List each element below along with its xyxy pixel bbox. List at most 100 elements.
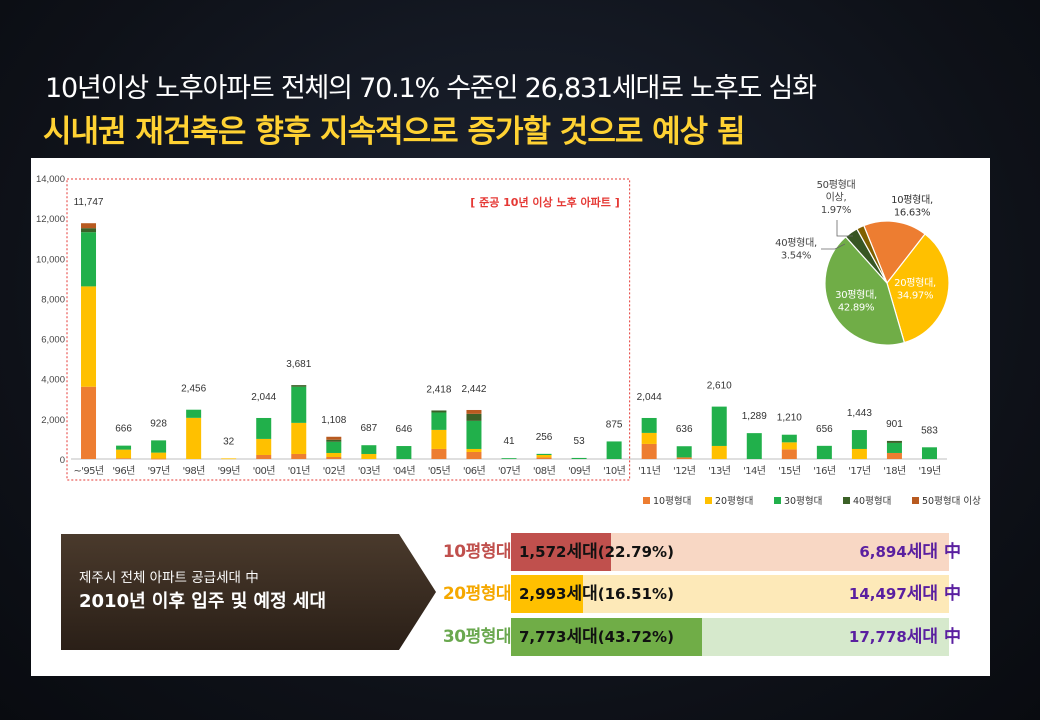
hbar-value-percent: (43.72%) xyxy=(597,628,674,646)
hbar-value-percent: (16.51%) xyxy=(597,585,674,603)
bar-segment xyxy=(606,441,622,459)
x-tick-label: '11년 xyxy=(638,465,661,477)
bar-total-label: 1,108 xyxy=(321,415,346,426)
x-tick-label: '00년 xyxy=(253,465,276,477)
bar-segment xyxy=(466,413,482,421)
bar-segment xyxy=(851,430,867,449)
bar-total-label: 2,442 xyxy=(461,384,486,395)
hbar-value-unit: 세대 xyxy=(566,627,598,647)
x-tick-label: '12년 xyxy=(673,465,696,477)
x-tick-label: '19년 xyxy=(918,465,941,477)
bar-total-label: 41 xyxy=(503,436,515,447)
pie-leader-line xyxy=(836,220,853,237)
hbar-total-number: 6,894 xyxy=(859,543,907,561)
bar-segment xyxy=(116,445,132,450)
legend-swatch xyxy=(843,497,850,504)
bar-segment xyxy=(711,406,727,446)
bar-segment xyxy=(431,429,447,449)
bar-segment xyxy=(571,457,587,459)
bar-segment xyxy=(641,443,657,459)
chart-panel: 0 2,000 4,000 6,000 8,000 10,000 12,000 14,000 1… xyxy=(31,158,990,676)
pie-label: 30평형대, xyxy=(835,289,877,301)
bar-segment xyxy=(81,286,97,387)
y-tick-label: 10,000 xyxy=(36,254,65,265)
bar-total-label: 11,747 xyxy=(74,197,104,208)
bar-segment xyxy=(361,453,377,459)
x-tick-label: '99년 xyxy=(218,465,241,477)
bar-segment xyxy=(711,445,727,459)
bar-segment xyxy=(466,409,482,414)
bar-segment xyxy=(151,440,167,453)
hbar-row: 10평형대 1,572세대(22.79%) 6,894세대 中 xyxy=(31,533,961,571)
pie-slice xyxy=(856,224,888,284)
bar-segment xyxy=(886,452,902,459)
bar-segment xyxy=(746,433,762,459)
hbar-value-percent: (22.79%) xyxy=(597,543,674,561)
bar-segment xyxy=(81,386,97,459)
pie-label: 16.63% xyxy=(894,208,930,219)
hbar-value-number: 2,993 xyxy=(519,585,567,603)
x-tick-label: '08년 xyxy=(533,465,556,477)
hbar-track xyxy=(511,575,949,613)
bar-total-label: 3,681 xyxy=(286,359,311,370)
hbar-value: 7,773세대(43.72%) xyxy=(519,618,674,656)
y-tick-label: 4,000 xyxy=(41,375,65,386)
highlight-box xyxy=(66,178,631,481)
bar-segment xyxy=(536,454,552,458)
bar-segment xyxy=(781,449,797,459)
bar-total-label: 901 xyxy=(886,419,903,430)
bar-total-label: 875 xyxy=(606,419,623,430)
bar-total-label: 2,418 xyxy=(426,384,451,395)
bar-segment xyxy=(116,449,132,459)
bar-segment xyxy=(256,454,272,459)
bar-segment xyxy=(116,458,132,459)
x-tick-label: '09년 xyxy=(568,465,591,477)
legend-label: 20평형대 xyxy=(715,496,753,507)
y-tick-label: 0 xyxy=(60,455,65,466)
hbar-total: 14,497세대 中 xyxy=(701,575,961,613)
bar-segment xyxy=(186,409,202,418)
bar-segment xyxy=(256,417,272,439)
bar-segment xyxy=(536,457,552,459)
hbar-row: 20평형대 2,993세대(16.51%) 14,497세대 中 xyxy=(31,575,961,613)
bar-segment xyxy=(81,223,97,229)
bar-segment xyxy=(396,446,412,459)
hbar-fill xyxy=(511,575,583,613)
x-tick-label: '17년 xyxy=(848,465,871,477)
hbar-value: 1,572세대(22.79%) xyxy=(519,533,674,571)
bar-total-label: 646 xyxy=(396,424,413,435)
subheadline: 시내권 재건축은 향후 지속적으로 증가할 것으로 예상 됨 xyxy=(43,114,746,150)
hbar-category: 30평형대 xyxy=(442,627,512,647)
bar-segment xyxy=(641,432,657,444)
bar-total-label: 666 xyxy=(115,424,132,435)
bar-total-label: 687 xyxy=(360,423,377,434)
x-tick-label: '04년 xyxy=(393,465,416,477)
bar-segment xyxy=(431,412,447,430)
y-tick-label: 12,000 xyxy=(36,214,65,225)
bar-total-label: 1,210 xyxy=(777,413,802,424)
bar-total-label: 636 xyxy=(676,424,693,435)
hbar-total-number: 17,778 xyxy=(848,628,907,646)
legend-swatch xyxy=(912,497,919,504)
hbar-fill xyxy=(511,533,611,571)
hbar-total-number: 14,497 xyxy=(848,585,907,603)
pie-slice xyxy=(886,233,950,344)
x-tick-label: '96년 xyxy=(112,465,135,477)
bar-total-label: 2,610 xyxy=(707,381,732,392)
pie-label: 이상, xyxy=(826,192,847,204)
bar-segment xyxy=(81,228,97,233)
pie-label: 42.89% xyxy=(838,303,874,314)
bar-segment xyxy=(81,232,97,287)
x-tick-label: '98년 xyxy=(182,465,205,477)
x-tick-label: '02년 xyxy=(323,465,346,477)
bar-total-label: 928 xyxy=(150,418,167,429)
bar-segment xyxy=(151,452,167,459)
hbar-value-number: 1,572 xyxy=(519,543,567,561)
x-tick-label: '01년 xyxy=(288,465,311,477)
bar-total-label: 53 xyxy=(574,436,586,447)
hbar-value-unit: 세대 xyxy=(566,584,598,604)
legend-swatch xyxy=(774,497,781,504)
bar-segment xyxy=(466,420,482,449)
bar-segment xyxy=(326,441,342,453)
bar-total-label: 2,044 xyxy=(251,392,276,403)
